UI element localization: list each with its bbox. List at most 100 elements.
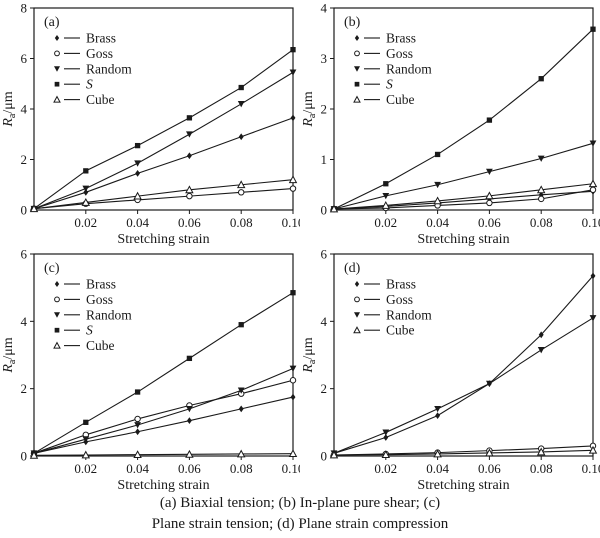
legend-item-s: S — [54, 77, 93, 92]
series-markers-cube — [29, 449, 298, 459]
triangle-down-marker-icon — [237, 101, 245, 108]
figure-caption: (a) Biaxial tension; (b) In-plane pure s… — [0, 492, 600, 538]
square-marker-icon — [238, 84, 244, 91]
legend-label: Goss — [386, 46, 413, 61]
legend-item-brass: Brass — [354, 277, 416, 292]
y-tick-label: 2 — [21, 381, 28, 396]
legend-marker — [54, 50, 60, 57]
legend-label: S — [86, 323, 93, 338]
data-point-marker — [236, 180, 246, 189]
data-point-marker — [238, 84, 244, 91]
y-tick-label: 4 — [21, 102, 28, 117]
legend-label: Goss — [86, 292, 113, 307]
legend-marker — [354, 35, 360, 41]
x-tick-label: 0.10 — [582, 461, 600, 476]
data-point-marker — [134, 415, 141, 423]
legend-item-random: Random — [354, 307, 432, 322]
data-point-marker — [238, 405, 244, 413]
data-point-marker — [135, 428, 141, 436]
series-markers-s — [31, 47, 296, 212]
series-line-goss — [33, 379, 294, 454]
data-point-marker — [435, 412, 441, 419]
legend-item-cube: Cube — [353, 92, 415, 107]
series-line-cube — [333, 183, 594, 210]
data-point-marker — [383, 434, 389, 441]
panel-label: (d) — [344, 261, 361, 276]
data-point-marker — [82, 185, 90, 192]
data-point-marker — [434, 181, 441, 189]
series-markers-cube — [329, 179, 598, 213]
triangle-up-marker-icon — [485, 191, 494, 200]
circle-marker-icon — [354, 50, 360, 57]
triangle-down-marker-icon — [186, 131, 193, 138]
series-markers-goss — [30, 185, 297, 212]
triangle-up-marker-icon — [185, 449, 194, 458]
data-point-marker — [81, 450, 91, 459]
triangle-down-marker-icon — [289, 365, 297, 372]
data-point-marker — [485, 191, 494, 200]
y-tick-label: 2 — [321, 381, 328, 396]
series-line-goss — [333, 445, 594, 456]
data-point-marker — [537, 155, 545, 162]
x-tick-label: 0.10 — [282, 215, 300, 230]
data-point-marker — [186, 417, 192, 425]
data-point-marker — [536, 447, 546, 456]
data-point-marker — [290, 47, 296, 53]
data-point-marker — [289, 365, 297, 372]
legend-label: Cube — [386, 323, 415, 338]
triangle-up-marker-icon — [133, 450, 142, 459]
data-point-marker — [433, 449, 442, 458]
legend-label: S — [86, 77, 93, 92]
x-tick-label: 0.08 — [230, 215, 253, 230]
data-point-marker — [186, 131, 193, 138]
chart-cell-c: 0 2 4 6 0.02 0.04 0.06 0.08 0.10 Stretching strai… — [0, 246, 300, 493]
legend-marker — [53, 341, 61, 349]
x-axis-title: Stretching strain — [417, 478, 509, 492]
data-point-marker — [289, 185, 297, 192]
series-line-brass — [33, 396, 294, 454]
triangle-down-marker-icon — [54, 66, 60, 72]
data-point-marker — [538, 331, 544, 339]
circle-marker-icon — [589, 186, 597, 194]
diamond-marker-icon — [290, 393, 296, 401]
y-tick-label: 2 — [321, 102, 328, 117]
x-tick-label: 0.02 — [374, 215, 397, 230]
data-point-marker — [588, 179, 598, 188]
x-tick-label: 0.04 — [426, 215, 449, 230]
legend-item-cube: Cube — [353, 323, 415, 338]
series-markers-brass — [31, 393, 296, 457]
data-point-marker — [185, 449, 194, 458]
triangle-up-marker-icon — [185, 185, 194, 194]
data-point-marker — [290, 114, 296, 122]
diamond-marker-icon — [290, 114, 296, 122]
y-axis-title: Ra/μm — [301, 91, 318, 127]
y-axis-title: Ra/μm — [1, 91, 18, 127]
triangle-up-marker-icon — [353, 95, 361, 103]
chart-panel-c: 0 2 4 6 0.02 0.04 0.06 0.08 0.10 Stretching strai… — [1, 247, 300, 493]
data-point-marker — [589, 315, 597, 322]
square-marker-icon — [83, 168, 89, 174]
triangle-down-marker-icon — [589, 140, 597, 147]
series-line-cube — [333, 449, 594, 456]
data-point-marker — [434, 151, 441, 158]
data-point-marker — [236, 449, 246, 458]
data-point-marker — [83, 419, 89, 425]
panel-label: (b) — [344, 15, 361, 30]
square-marker-icon — [83, 419, 89, 425]
panel-label: (c) — [44, 261, 60, 276]
triangle-up-marker-icon — [236, 180, 246, 189]
y-tick-label: 1 — [321, 152, 328, 167]
legend-marker — [354, 66, 360, 72]
triangle-down-marker-icon — [486, 380, 493, 388]
square-marker-icon — [383, 181, 389, 187]
circle-marker-icon — [289, 377, 297, 384]
legend-marker — [353, 95, 361, 103]
data-point-marker — [486, 117, 493, 123]
data-point-marker — [134, 142, 141, 149]
legend-item-random: Random — [354, 61, 432, 76]
data-point-marker — [329, 450, 339, 459]
data-point-marker — [133, 191, 142, 200]
triangle-up-marker-icon — [133, 191, 142, 200]
y-tick-label: 0 — [321, 203, 328, 218]
legend-label: Brass — [86, 31, 116, 46]
